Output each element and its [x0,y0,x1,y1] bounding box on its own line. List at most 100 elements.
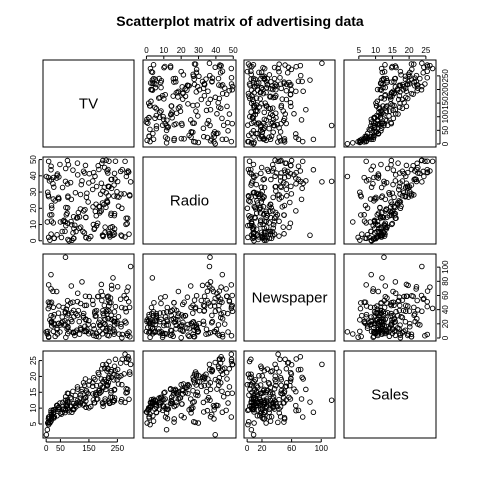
data-point [148,304,155,311]
data-point [204,407,211,414]
data-point [219,409,226,416]
data-point [297,72,304,79]
data-point [384,224,390,230]
data-point [355,334,361,341]
data-point [62,228,68,235]
data-point [419,308,425,315]
data-point [59,314,65,320]
data-point [273,213,279,220]
data-point [245,371,252,377]
data-point [390,115,397,122]
data-point [106,303,112,309]
data-point [300,88,306,94]
data-point [288,183,294,190]
data-point [270,194,276,201]
data-point [109,394,116,401]
data-point [210,288,217,295]
data-point [248,171,255,177]
data-point [286,224,292,231]
data-point [411,61,417,67]
data-point [190,331,196,337]
data-point [379,120,386,126]
data-point [424,63,431,70]
data-point [373,103,380,109]
data-point [403,308,409,315]
data-point [380,321,386,328]
data-point [276,61,282,67]
data-point [344,141,351,147]
tick-label: 15 [388,46,397,55]
panel-frame [142,59,237,148]
data-point [383,179,390,186]
data-point [171,135,177,142]
data-point [381,254,387,260]
data-point [382,196,389,203]
data-point [190,302,196,309]
data-point [389,89,395,96]
data-point [395,96,402,103]
panel-frame [243,253,336,342]
data-point [153,314,160,320]
data-point [364,205,371,211]
data-point [268,133,275,139]
data-point [68,283,75,289]
data-point [372,120,378,127]
data-point [185,332,191,338]
data-point [158,77,165,84]
data-point [407,188,413,195]
data-point [253,210,260,216]
data-point [379,109,385,115]
data-point [85,199,91,205]
data-point [201,293,208,299]
data-point [205,330,211,337]
data-point [178,323,185,329]
data-point [184,82,191,89]
data-point [374,233,381,240]
data-point [424,288,431,294]
data-point [272,173,278,180]
data-point [106,308,112,314]
data-point [80,228,86,235]
data-point [391,212,398,219]
data-point [420,296,426,302]
data-point [248,214,254,220]
data-point [179,84,185,90]
data-point [247,374,253,381]
data-point [90,380,96,386]
data-point [118,323,124,330]
data-point [161,96,167,102]
data-point [110,232,116,239]
data-point [190,138,197,145]
data-point [405,303,411,309]
data-point [295,407,302,414]
data-point [277,183,284,190]
data-point [123,173,130,180]
data-point [180,381,187,387]
data-point [288,371,295,377]
data-point [270,208,276,214]
data-point [68,218,74,225]
data-point [86,330,92,337]
data-point [216,95,223,102]
data-point [403,180,410,187]
tick-label: 0 [441,335,450,340]
data-point [152,104,158,111]
data-point [207,106,214,113]
data-point [92,208,99,215]
data-point [190,71,196,78]
data-point [409,292,415,299]
data-point [185,390,191,397]
data-point [282,160,288,166]
data-point [101,365,108,371]
data-point [350,219,356,225]
data-point [396,183,403,190]
data-point [83,194,90,200]
data-point [248,71,254,78]
data-point [228,65,235,72]
data-point [253,121,260,127]
data-point [248,130,255,136]
data-point [57,219,64,225]
data-point [391,79,397,85]
data-point [82,395,88,401]
data-point [228,332,235,339]
